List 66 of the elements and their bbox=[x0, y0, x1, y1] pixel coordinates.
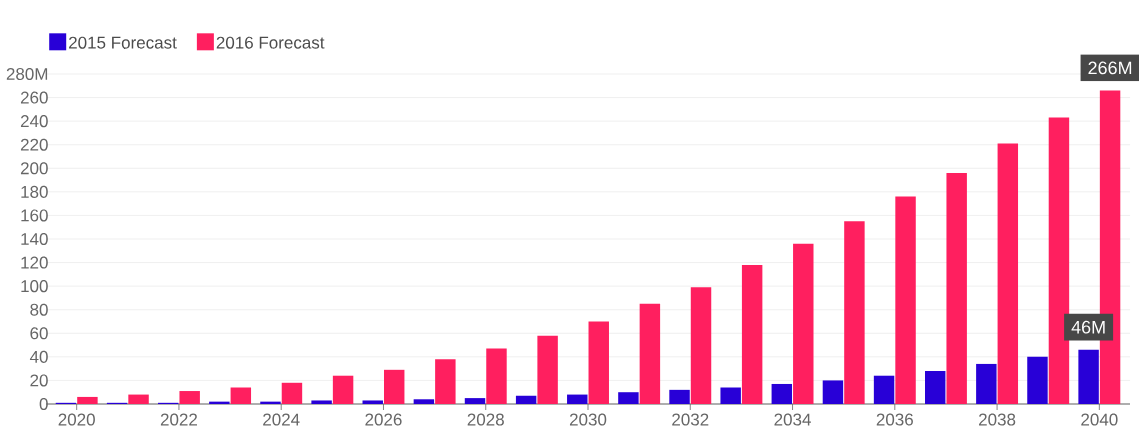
bar bbox=[720, 387, 741, 404]
bar bbox=[515, 395, 537, 404]
y-tick-label: 200 bbox=[20, 162, 48, 175]
y-tick-label: 240 bbox=[20, 115, 48, 128]
bar bbox=[822, 380, 844, 404]
bar bbox=[383, 369, 405, 404]
bar bbox=[128, 394, 149, 404]
bar bbox=[793, 243, 814, 404]
bar bbox=[435, 359, 456, 404]
bar bbox=[486, 348, 507, 404]
bar bbox=[669, 389, 690, 404]
bar bbox=[1078, 349, 1099, 404]
bar bbox=[332, 375, 354, 404]
bar bbox=[873, 375, 895, 404]
x-tick-label: 2028 bbox=[467, 413, 504, 426]
bar bbox=[618, 392, 639, 404]
bar bbox=[771, 383, 793, 404]
bar bbox=[844, 221, 865, 404]
bar bbox=[997, 143, 1019, 404]
bar bbox=[281, 382, 303, 404]
bar bbox=[895, 196, 916, 404]
bar bbox=[537, 335, 558, 404]
y-tick-label: 20 bbox=[30, 374, 48, 387]
bar bbox=[741, 264, 763, 404]
y-tick-label: 140 bbox=[21, 232, 48, 246]
bar bbox=[976, 363, 997, 404]
x-tick-label: 2030 bbox=[569, 413, 607, 426]
x-tick-label: 2040 bbox=[1081, 413, 1118, 426]
data-label: 266M bbox=[1088, 61, 1132, 75]
y-tick-label: 40 bbox=[29, 350, 48, 363]
bar bbox=[946, 173, 967, 404]
y-tick-label: 180 bbox=[21, 185, 48, 198]
x-tick-label: 2020 bbox=[58, 413, 95, 426]
y-tick-label: 260 bbox=[20, 91, 48, 104]
bar bbox=[311, 400, 332, 404]
bar bbox=[230, 387, 252, 404]
data-label: 46M bbox=[1071, 320, 1105, 334]
bar bbox=[179, 391, 200, 404]
bar bbox=[567, 394, 588, 404]
x-tick-label: 2024 bbox=[263, 413, 300, 426]
x-tick-label: 2022 bbox=[160, 413, 197, 426]
bar bbox=[1027, 356, 1048, 404]
y-tick-label: 100 bbox=[21, 280, 48, 293]
y-tick-label: 120 bbox=[21, 256, 48, 269]
x-tick-label: 2038 bbox=[979, 413, 1016, 426]
bar bbox=[77, 396, 98, 404]
legend-label: 2016 Forecast bbox=[216, 36, 325, 49]
y-tick-label: 160 bbox=[21, 209, 48, 222]
x-tick-label: 2034 bbox=[774, 413, 811, 426]
y-tick-label: 280M bbox=[6, 67, 48, 81]
bar bbox=[1048, 117, 1070, 404]
bar bbox=[464, 398, 486, 404]
bar bbox=[362, 400, 383, 404]
x-tick-label: 2036 bbox=[876, 413, 913, 426]
bar bbox=[924, 371, 946, 404]
bar bbox=[413, 399, 435, 404]
bar bbox=[639, 303, 661, 404]
legend-label: 2015 Forecast bbox=[69, 36, 177, 49]
x-tick-label: 2026 bbox=[365, 413, 402, 426]
x-tick-label: 2032 bbox=[672, 413, 709, 426]
bar bbox=[690, 287, 712, 404]
y-tick-label: 80 bbox=[30, 303, 48, 316]
y-tick-label: 0 bbox=[39, 397, 48, 411]
y-tick-label: 60 bbox=[30, 327, 48, 340]
bar bbox=[588, 321, 609, 404]
y-tick-label: 220 bbox=[20, 138, 48, 151]
